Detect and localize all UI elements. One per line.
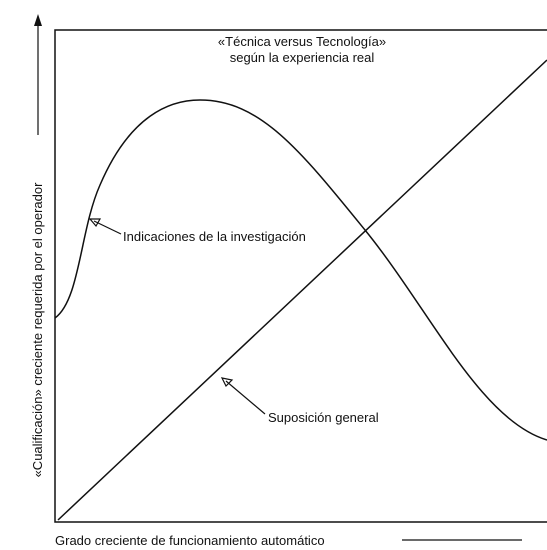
- pointer: [225, 380, 266, 415]
- curve-label: Suposición general: [268, 410, 379, 425]
- research-curve: [54, 99, 547, 441]
- title-line: «Técnica versus Tecnología»: [218, 34, 386, 49]
- plot-frame: [54, 29, 547, 523]
- x-axis-label: Grado creciente de funcionamiento automá…: [55, 533, 325, 548]
- y-axis-label: «Cualificación» creciente requerida por …: [30, 182, 45, 478]
- curve-label: Indicaciones de la investigación: [123, 229, 306, 244]
- pointer-head: [220, 377, 234, 388]
- title-line: según la experiencia real: [230, 50, 375, 65]
- assumption-line: [57, 59, 547, 521]
- pointer: [93, 220, 122, 235]
- y-axis-arrow: [34, 14, 42, 26]
- pointer-head: [88, 218, 102, 228]
